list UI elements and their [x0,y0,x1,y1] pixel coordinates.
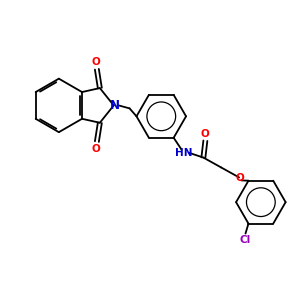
Text: O: O [92,57,100,67]
Text: N: N [110,99,120,112]
Text: O: O [92,143,100,154]
Text: HN: HN [175,148,192,158]
Text: Cl: Cl [240,236,251,245]
Text: O: O [236,173,244,183]
Text: O: O [201,129,210,139]
